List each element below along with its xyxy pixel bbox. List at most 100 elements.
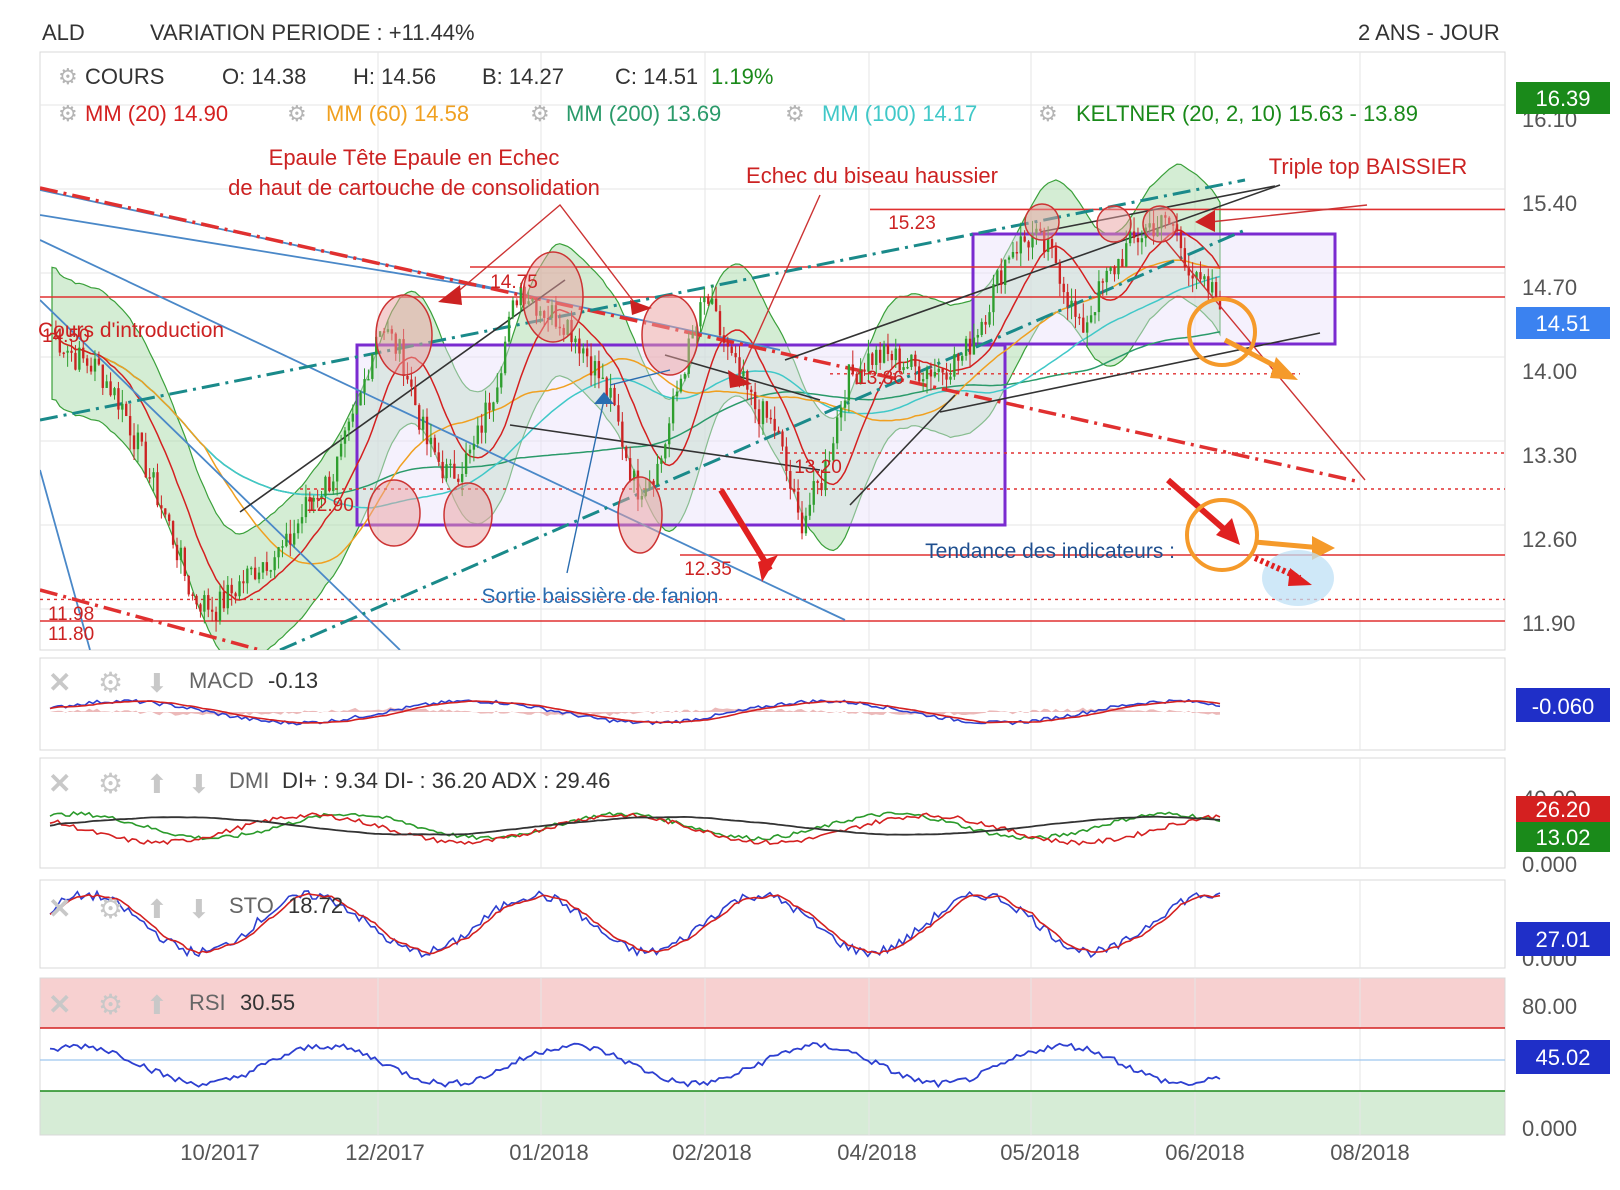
arrow-down-icon[interactable]: ⬇ — [188, 894, 210, 924]
candle-body — [1019, 236, 1022, 254]
candle-body — [832, 443, 835, 461]
candle-body — [418, 405, 421, 430]
dmi-badge-red — [1516, 796, 1610, 822]
candle-body — [835, 417, 839, 444]
gear-icon[interactable]: ⚙ — [785, 101, 805, 126]
x-axis-ticks: 10/2017 12/2017 01/2018 02/2018 04/2018 05/20… — [180, 1140, 1410, 1165]
period-selector[interactable]: 2 ANS - JOUR — [1358, 20, 1500, 45]
candle-body — [300, 517, 304, 524]
candle-body — [316, 497, 319, 500]
gear-icon[interactable]: ⚙ — [98, 989, 123, 1020]
candle-body — [464, 453, 468, 474]
gear-icon[interactable]: ⚙ — [98, 893, 123, 924]
dmi-tick-bottom: 0.000 — [1522, 852, 1577, 877]
gear-icon[interactable]: ⚙ — [98, 768, 123, 799]
candle-body — [234, 593, 237, 597]
close-icon[interactable]: ✕ — [48, 893, 71, 924]
candle-body — [1117, 258, 1120, 275]
candle-body — [343, 430, 347, 444]
candle-body — [425, 416, 429, 445]
candle-body — [1074, 300, 1077, 317]
candle-body — [1050, 239, 1054, 248]
candle-body — [1109, 267, 1112, 271]
price-badge-top — [1516, 82, 1610, 114]
gear-icon[interactable]: ⚙ — [58, 101, 78, 126]
candle-body — [152, 472, 155, 478]
candle-body — [906, 366, 909, 369]
candle-body — [121, 403, 124, 410]
dmi-toolbar: ✕ ⚙ ⬆ ⬇ DMI DI+ : 9.34 DI- : 36.20 ADX :… — [48, 768, 610, 799]
candle-body — [1058, 263, 1062, 284]
candle-body — [972, 337, 976, 355]
arrow-down-icon[interactable]: ⬇ — [188, 769, 210, 799]
close-icon[interactable]: ✕ — [48, 989, 71, 1020]
candle-body — [285, 533, 288, 547]
annotation-arrowheads — [438, 210, 1215, 388]
gear-icon[interactable]: ⚙ — [98, 667, 123, 698]
gear-icon[interactable]: ⚙ — [530, 101, 550, 126]
candle-body — [214, 611, 218, 622]
candle-body — [1007, 257, 1011, 260]
candle-body — [980, 321, 983, 335]
candle-body — [453, 463, 456, 479]
candle-body — [1046, 239, 1050, 252]
gear-icon[interactable]: ⚙ — [1038, 101, 1058, 126]
arrow-up-icon[interactable]: ⬆ — [146, 894, 168, 924]
rsi-badge — [1516, 1040, 1610, 1074]
orange-arrowheads — [1270, 357, 1335, 560]
arrow-up-icon[interactable]: ⬆ — [146, 769, 168, 799]
candle-body — [1078, 316, 1081, 319]
candle-body — [925, 369, 929, 380]
candle-body — [785, 446, 788, 471]
candle-body — [773, 418, 776, 431]
candle-body — [605, 377, 608, 398]
macd-signal-line — [49, 700, 1221, 724]
candle-body — [218, 591, 222, 622]
annotation-intro: Cours d'introduction — [38, 319, 224, 342]
candle-body — [1179, 231, 1183, 249]
rsi-value: 30.55 — [240, 990, 295, 1015]
gear-icon[interactable]: ⚙ — [287, 101, 307, 126]
candle-body — [1023, 236, 1026, 242]
close-icon[interactable]: ✕ — [48, 667, 71, 698]
sto-d-line — [49, 892, 1221, 955]
candle-body — [97, 358, 101, 365]
candle-body — [664, 444, 667, 459]
rsi-gridlines — [377, 978, 1361, 1135]
candle-body — [707, 296, 710, 304]
candle-body — [339, 443, 343, 457]
gear-icon[interactable]: ⚙ — [58, 64, 78, 89]
x-tick-label: 01/2018 — [509, 1140, 589, 1165]
price-tick-label: 14.70 — [1522, 275, 1577, 300]
candle-body — [609, 387, 612, 398]
legend-mm200: MM (200) 13.69 — [566, 101, 721, 126]
arrow-down-icon[interactable]: ⬇ — [146, 668, 168, 698]
dmi-adx-line — [49, 815, 1221, 836]
rsi-toolbar: ✕ ⚙ ⬆ RSI 30.55 — [48, 989, 295, 1020]
dmi-badge-red-text: 26.20 — [1535, 797, 1590, 822]
candle-body — [312, 497, 315, 502]
candle-body — [1113, 267, 1116, 275]
candle-body — [1000, 270, 1003, 286]
candle-body — [652, 480, 655, 486]
candle-body — [222, 591, 226, 609]
rsi-label: RSI — [189, 990, 226, 1015]
close-icon[interactable]: ✕ — [48, 768, 71, 799]
candle-body — [839, 407, 843, 418]
bearish-arrowheads — [758, 518, 1240, 582]
annotation-triple-top: Triple top BAISSIER — [1269, 154, 1467, 179]
rsi-badge-text: 45.02 — [1535, 1045, 1590, 1070]
macd-panel-frame — [39, 657, 1506, 751]
fanion-pointers — [566, 369, 671, 574]
candle-body — [191, 594, 194, 596]
candle-body — [1128, 231, 1132, 244]
candle-body — [293, 533, 296, 545]
arrow-up-icon[interactable]: ⬆ — [146, 990, 168, 1020]
candle-body — [820, 482, 823, 491]
candle-body — [949, 376, 952, 380]
bearish-arrows — [718, 477, 1227, 572]
rsi-panel-frame — [39, 977, 1506, 1136]
candle-body — [1003, 259, 1007, 286]
candle-body — [796, 491, 800, 513]
candle-body — [101, 364, 104, 388]
